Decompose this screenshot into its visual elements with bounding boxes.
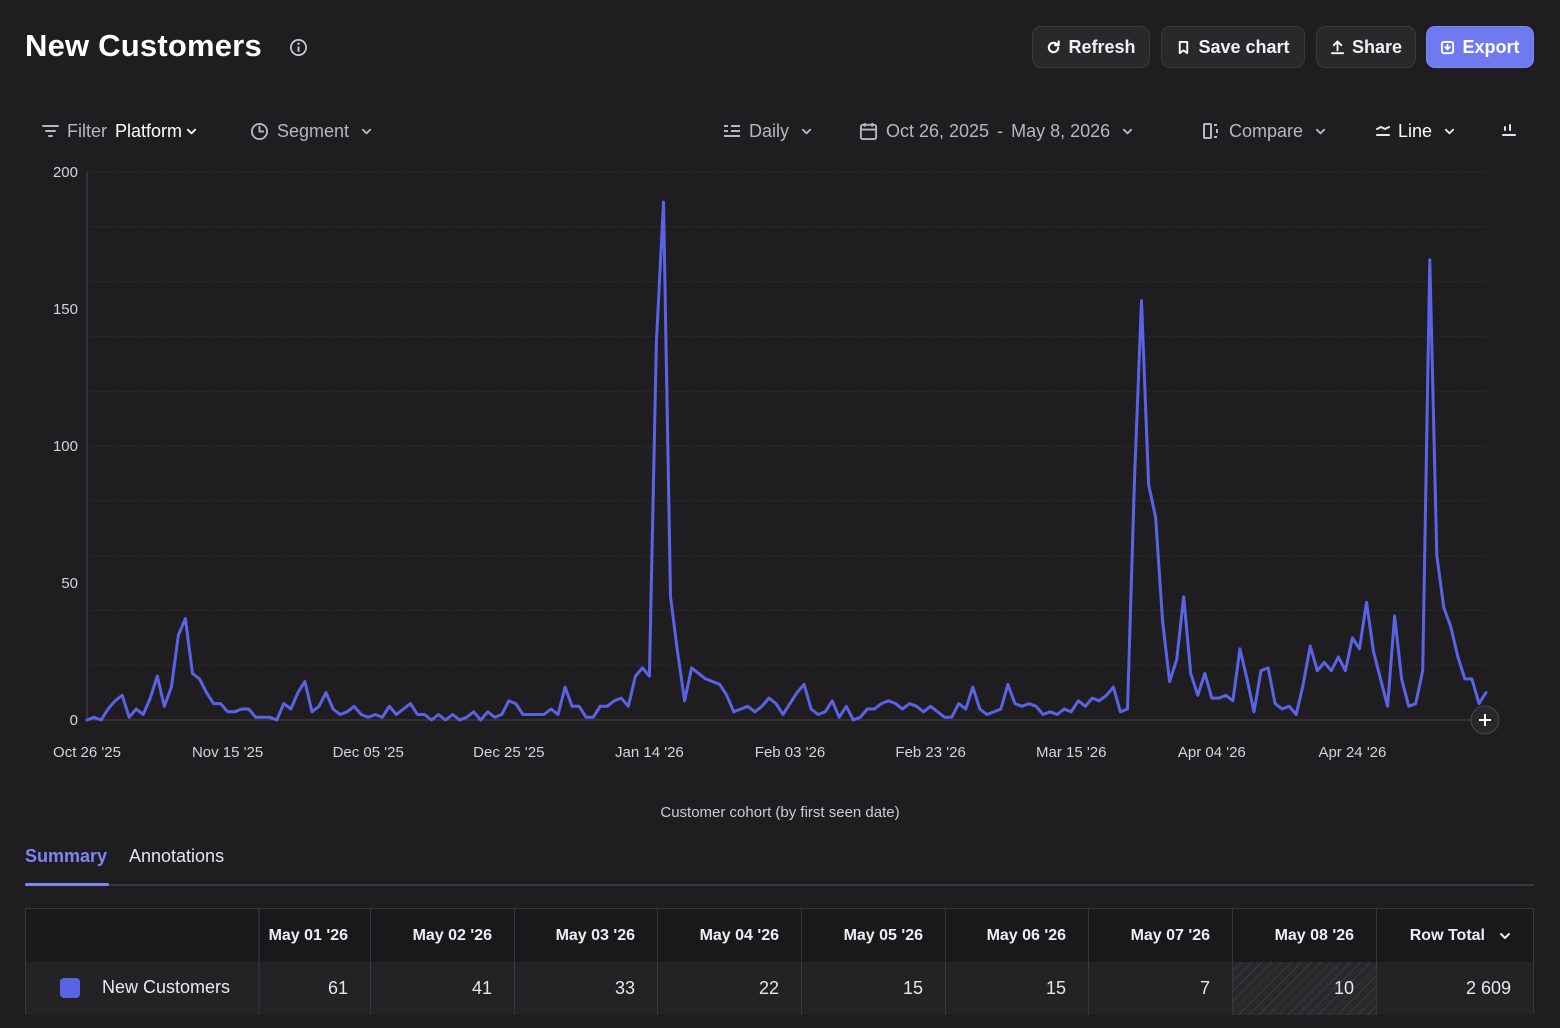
interval-dropdown[interactable]: Daily (723, 118, 812, 144)
save-chart-button[interactable]: Save chart (1161, 26, 1305, 68)
share-label: Share (1351, 36, 1403, 57)
column-header[interactable]: May 01 '26 (268, 926, 348, 944)
column-header[interactable]: May 06 '26 (945, 909, 1088, 962)
compare-dropdown[interactable]: Compare (1201, 118, 1326, 144)
row-total-header[interactable]: Row Total (1376, 909, 1533, 962)
x-axis-title: Customer cohort (by first seen date) (660, 804, 900, 821)
x-tick-label: Apr 24 '26 (1318, 744, 1386, 761)
date-start: Oct 26, 2025 (886, 120, 990, 141)
chevron-down-icon (1444, 128, 1455, 134)
save-chart-label: Save chart (1198, 36, 1290, 57)
table-cell: 41 (370, 962, 514, 1015)
refresh-label: Refresh (1068, 36, 1136, 57)
chart-settings-icon (1502, 124, 1516, 136)
row-total-cell: 2 609 (1376, 962, 1533, 1015)
series-color-swatch[interactable] (60, 978, 80, 998)
line-chart[interactable]: 0 50 100 150 200 Oct 26 '25 Nov 15 '25 Dec 05 '… (0, 150, 1560, 790)
upload-icon (1330, 39, 1345, 54)
y-tick-label: 150 (53, 301, 78, 318)
x-tick-label: Feb 03 '26 (755, 744, 825, 761)
chart-type-dropdown[interactable]: Line (1376, 118, 1455, 144)
line-chart-icon (1376, 125, 1390, 136)
chevron-down-icon (1315, 128, 1326, 134)
export-label: Export (1462, 36, 1520, 57)
filter-label: Filter (67, 120, 107, 141)
date-separator: - (997, 120, 1004, 141)
x-tick-label: Oct 26 '25 (53, 744, 121, 761)
date-end: May 8, 2026 (1011, 120, 1111, 141)
x-tick-label: Dec 25 '25 (473, 744, 544, 761)
plus-icon (1479, 714, 1491, 726)
x-tick-label: Feb 23 '26 (895, 744, 965, 761)
filter-dropdown[interactable]: Filter Platform (42, 118, 197, 144)
page-title: New Customers (25, 28, 262, 63)
column-header[interactable]: May 08 '26 (1232, 909, 1376, 962)
bookmark-icon (1179, 40, 1189, 54)
filter-value: Platform (115, 120, 183, 141)
x-tick-label: Jan 14 '26 (615, 744, 684, 761)
table-cell: 33 (514, 962, 657, 1015)
table-cell: 15 (801, 962, 945, 1015)
x-tick-label: Mar 15 '26 (1036, 744, 1106, 761)
series-name: New Customers (102, 977, 231, 997)
export-icon (1441, 40, 1455, 54)
y-tick-label: 50 (61, 575, 78, 592)
series-line-new-customers (85, 200, 1488, 722)
sort-chevron-icon (1500, 932, 1510, 939)
header-corner (26, 909, 260, 962)
table-cell: 15 (945, 962, 1088, 1015)
calendar-grid-icon (724, 125, 740, 137)
compare-icon (1203, 123, 1218, 139)
export-button[interactable]: Export (1426, 26, 1534, 68)
clock-icon (250, 122, 269, 140)
compare-label: Compare (1229, 120, 1304, 141)
refresh-icon (1048, 39, 1061, 53)
info-icon[interactable] (289, 38, 308, 57)
x-tick-label: Dec 05 '25 (333, 744, 404, 761)
row-total-label: Row Total (1409, 926, 1485, 944)
table-cell: 7 (1088, 962, 1232, 1015)
summary-table: May 01 '26 May 02 '26 May 03 '26 May 04 '26… (25, 908, 1534, 1015)
tab-annotations[interactable]: Annotations (129, 846, 225, 866)
y-tick-label: 0 (70, 712, 78, 729)
refresh-button[interactable]: Refresh (1032, 26, 1150, 68)
add-annotation-button[interactable] (1470, 705, 1500, 735)
table-row[interactable]: New Customers 61 41 33 22 15 15 7 10 2 609 (26, 962, 1533, 1015)
tab-summary[interactable]: Summary (25, 846, 108, 866)
table-cell: 10 (1232, 962, 1376, 1015)
share-button[interactable]: Share (1316, 26, 1416, 68)
chart-settings-button[interactable] (1501, 118, 1517, 144)
chevron-down-icon (801, 128, 812, 134)
table-header-row: May 01 '26 May 02 '26 May 03 '26 May 04 '26… (26, 909, 1533, 962)
interval-label: Daily (749, 120, 790, 141)
chevron-down-icon (361, 128, 372, 134)
column-header[interactable]: May 04 '26 (657, 909, 801, 962)
x-tick-label: Apr 04 '26 (1178, 744, 1246, 761)
y-tick-label: 200 (53, 164, 78, 181)
table-cell: 22 (657, 962, 801, 1015)
column-header[interactable]: May 03 '26 (514, 909, 657, 962)
x-tick-label: Nov 15 '25 (192, 744, 263, 761)
chart-type-label: Line (1398, 120, 1433, 141)
chevron-down-icon (186, 128, 197, 134)
series-cell: New Customers (26, 962, 260, 1015)
column-header[interactable]: May 02 '26 (370, 909, 514, 962)
table-cell: 61 (327, 978, 348, 998)
y-tick-label: 100 (53, 438, 78, 455)
column-header[interactable]: May 07 '26 (1088, 909, 1232, 962)
filter-icon (42, 125, 59, 137)
column-header[interactable]: May 05 '26 (801, 909, 945, 962)
calendar-icon (859, 122, 878, 140)
active-tab-indicator (25, 883, 109, 886)
chevron-down-icon (1123, 128, 1133, 134)
segment-label: Segment (277, 120, 350, 141)
segment-dropdown[interactable]: Segment (250, 118, 372, 144)
tab-divider (25, 884, 1534, 886)
date-range-picker[interactable]: Oct 26, 2025 - May 8, 2026 (859, 118, 1133, 144)
